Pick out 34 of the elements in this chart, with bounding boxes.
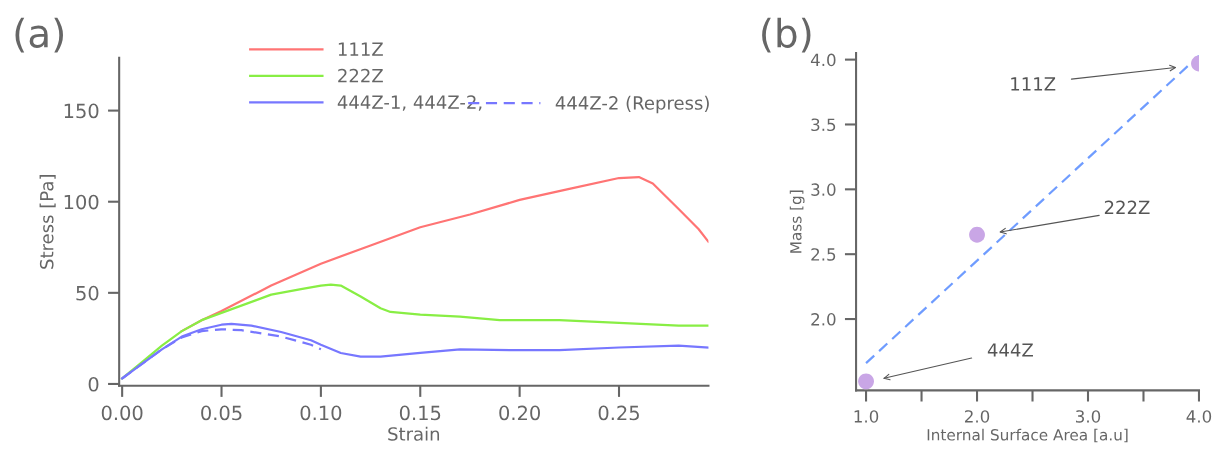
legend-label: 222Z: [338, 68, 383, 83]
point: [858, 373, 874, 390]
x-axis-title: Internal Surface Area [a.u]: [927, 428, 1128, 443]
x-axis-title: Strain: [388, 426, 440, 441]
y-tick-label: 50: [76, 285, 99, 301]
chart-title: (a): [15, 17, 63, 53]
y-tick-label: 4.0: [810, 53, 836, 67]
x-tick-label: 2.0: [965, 410, 990, 423]
x-tick-label: 0.05: [201, 405, 242, 421]
y-tick-label: 0: [88, 376, 99, 392]
chart-title: (b): [762, 17, 811, 53]
x-tick-label: 0.15: [399, 405, 441, 421]
y-tick-label: 3.5: [811, 118, 836, 132]
x-tick-label: 0.10: [300, 405, 342, 421]
point: [969, 226, 985, 243]
annotation: 111Z: [1011, 77, 1056, 91]
y-tick-label: 2.0: [811, 313, 836, 326]
y-tick-label: 150: [64, 103, 99, 119]
x-tick-label: 0.20: [499, 405, 540, 421]
x-tick-label: 3.0: [1076, 410, 1101, 423]
y-tick-label: 100: [64, 194, 99, 210]
annotation: 444Z: [987, 343, 1033, 357]
x-tick-label: 0.25: [598, 405, 639, 421]
y-axis-title: Stress [Pa]: [39, 175, 56, 269]
y-tick-label: 3.0: [811, 183, 836, 196]
y-tick-label: 2.5: [811, 248, 836, 261]
legend-label: 444Z-2 (Repress): [555, 95, 709, 114]
y-axis-title: Mass [g]: [789, 190, 805, 253]
x-tick-label: 4.0: [1186, 410, 1212, 423]
annotation: 222Z: [1104, 200, 1150, 214]
x-tick-label: 1.0: [854, 410, 879, 423]
x-tick-label: 0.00: [101, 405, 143, 421]
legend-label: 111Z: [338, 42, 383, 56]
legend-label: 444Z-1, 444Z-2,: [337, 95, 482, 111]
